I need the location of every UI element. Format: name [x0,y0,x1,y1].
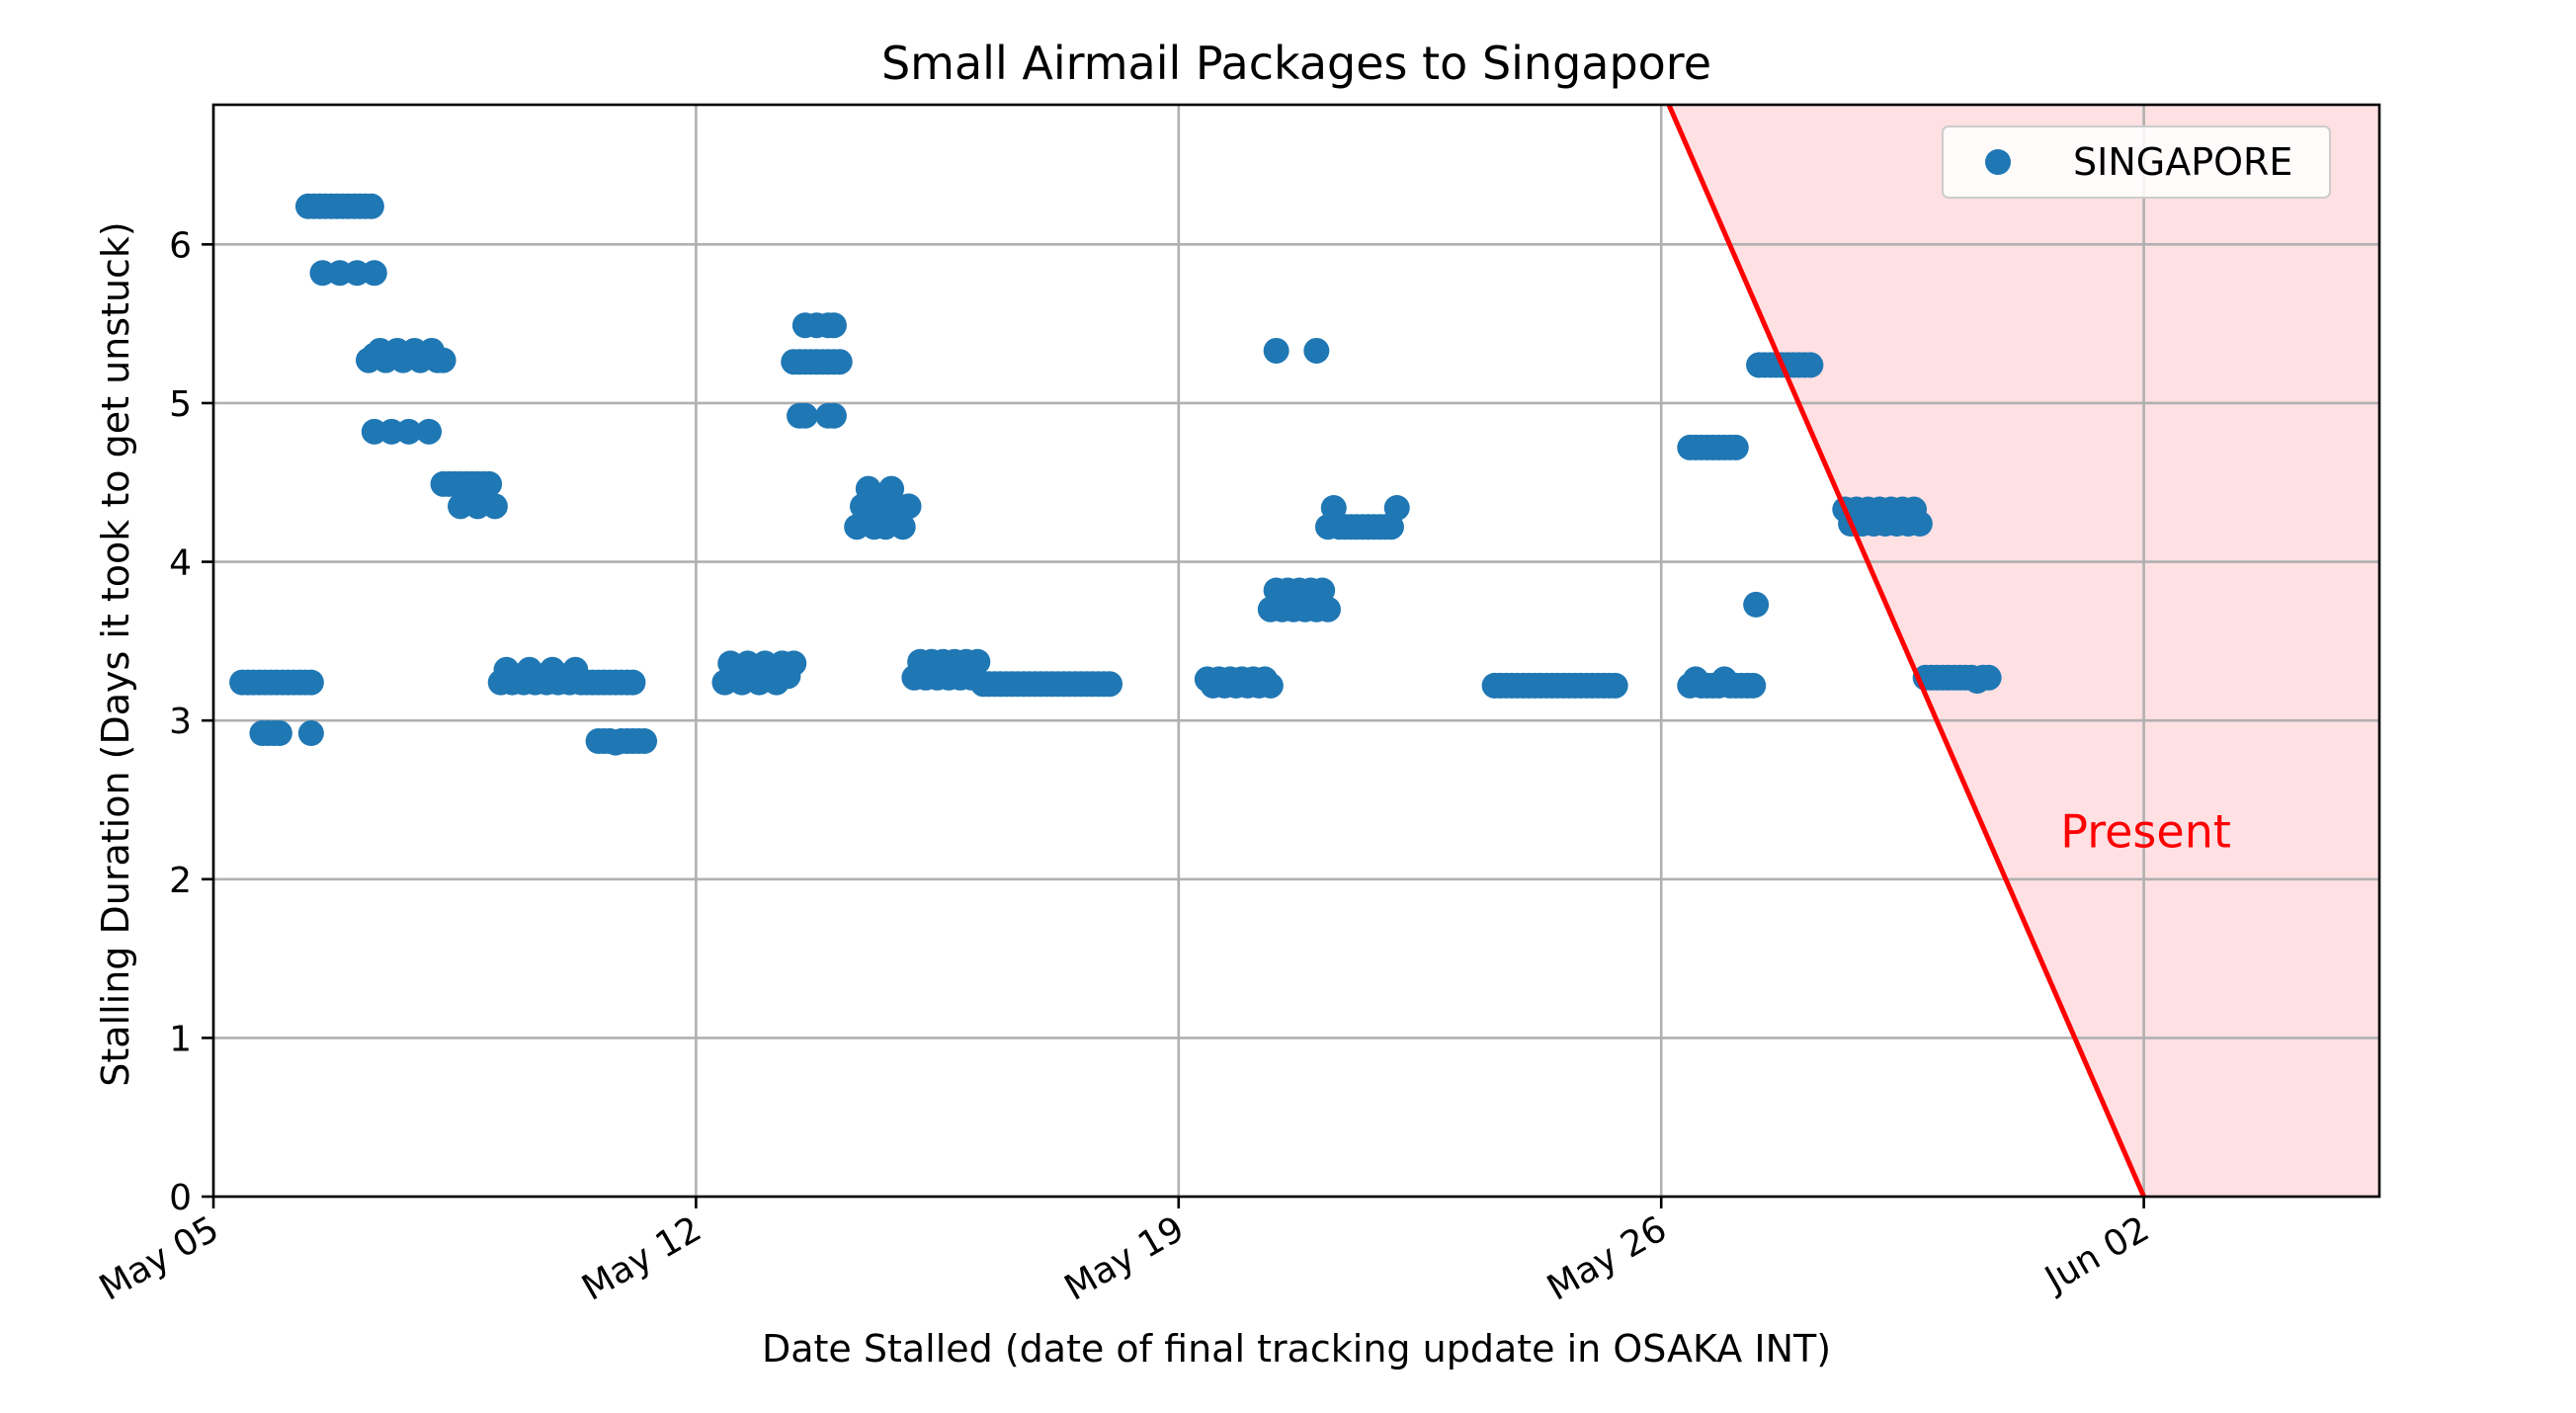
data-point [826,349,853,375]
data-point [1314,596,1341,623]
data-point [297,669,324,696]
x-tick-label: May 19 [1058,1208,1192,1308]
legend-marker [1985,149,2011,175]
data-point [1303,337,1330,364]
data-point [820,312,847,339]
present-label: Present [2060,805,2231,859]
y-tick-label: 2 [169,861,192,901]
x-tick-label: May 12 [575,1208,708,1308]
data-point [430,347,457,374]
data-point [964,648,991,675]
data-point [361,260,387,287]
data-point [781,650,807,677]
present-shaded-region [1668,105,2379,1197]
legend-label: SINGAPORE [2073,140,2292,184]
data-point [889,514,916,540]
x-tick-label: May 05 [93,1208,226,1308]
y-tick-label: 5 [169,384,192,425]
data-point [266,720,292,747]
data-point [895,493,922,520]
plot-frame [211,103,2381,1199]
data-point [416,418,443,445]
data-point [791,402,818,429]
legend: SINGAPORE [1942,125,2331,199]
x-axis-label: Date Stalled (date of final tracking upd… [762,1327,1831,1371]
y-tick-label: 3 [169,702,192,742]
data-point [1797,352,1824,378]
data-point [395,418,422,445]
x-tick-label: Jun 02 [2037,1208,2157,1300]
data-points-layer [229,193,2002,756]
data-point [1740,672,1767,699]
data-point [358,193,384,219]
data-point [620,669,646,696]
data-point [481,493,508,520]
x-tick-label: May 26 [1540,1208,1674,1308]
present-line-layer: Present [1666,104,2231,1198]
data-point [1257,672,1284,699]
legend-box [1942,125,2331,199]
data-point [1263,337,1289,364]
y-tick-label: 0 [169,1178,192,1218]
data-point [1383,494,1410,521]
data-point [1975,664,2002,691]
y-tick-label: 4 [169,543,192,584]
data-point [297,720,324,747]
axes-layer [211,103,2381,1199]
y-tick-label: 1 [169,1019,192,1059]
data-point [631,728,658,755]
present-line [1666,104,2146,1198]
data-point [1602,672,1628,699]
y-tick-label: 6 [169,225,192,266]
data-point [1906,511,1933,538]
data-point [1743,591,1770,618]
data-point [476,470,503,497]
present-shade-layer [1668,105,2379,1197]
y-axis-label: Stalling Duration (Days it took to get u… [94,221,137,1087]
data-point [820,402,847,429]
chart-title: Small Airmail Packages to Singapore [881,37,1711,90]
data-point [1722,434,1749,460]
data-point [1097,671,1123,698]
